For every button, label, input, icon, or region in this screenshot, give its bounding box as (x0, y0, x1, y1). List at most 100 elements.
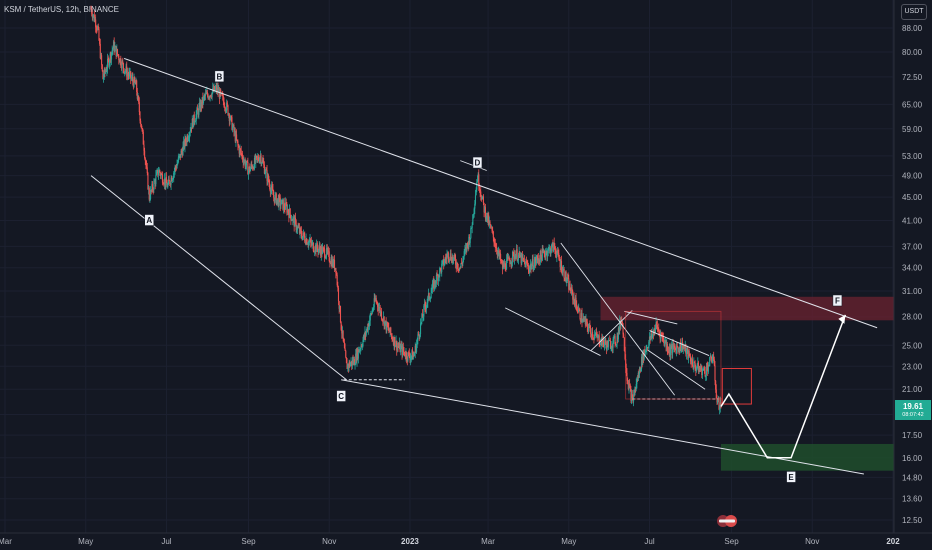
candle-body[interactable] (318, 246, 320, 250)
candle-body[interactable] (382, 316, 385, 321)
candle-body[interactable] (705, 375, 707, 377)
candle-body[interactable] (464, 247, 467, 250)
candle-body[interactable] (116, 49, 119, 55)
candle-body[interactable] (601, 336, 604, 346)
candle-body[interactable] (193, 114, 195, 128)
candle-body[interactable] (416, 343, 418, 352)
candle-body[interactable] (152, 184, 154, 190)
candle-body[interactable] (486, 212, 488, 222)
candle-body[interactable] (580, 313, 582, 323)
candle-body[interactable] (310, 242, 312, 245)
candle-body[interactable] (222, 96, 224, 102)
candle-body[interactable] (363, 335, 365, 341)
candle-body[interactable] (570, 287, 572, 294)
candle-body[interactable] (412, 350, 414, 360)
candle-body[interactable] (357, 349, 359, 359)
candle-body[interactable] (136, 92, 138, 99)
candle-body[interactable] (252, 167, 254, 169)
candle-body[interactable] (415, 345, 417, 352)
candle-body[interactable] (327, 250, 329, 252)
candle-body[interactable] (596, 332, 598, 336)
projection-path[interactable] (720, 314, 847, 459)
candle-body[interactable] (469, 237, 471, 244)
candle-body[interactable] (581, 313, 583, 323)
candle-body[interactable] (349, 362, 351, 367)
candle-body[interactable] (604, 340, 606, 344)
candle-body[interactable] (245, 164, 247, 167)
candle-body[interactable] (158, 170, 160, 173)
candle-body[interactable] (614, 335, 616, 345)
candle-body[interactable] (94, 19, 96, 22)
candle-body[interactable] (657, 328, 659, 330)
candle-body[interactable] (240, 150, 242, 154)
candle-body[interactable] (402, 346, 404, 355)
candle-body[interactable] (209, 95, 211, 98)
candle-body[interactable] (285, 202, 287, 210)
candle-body[interactable] (369, 314, 371, 321)
candle-body[interactable] (217, 87, 219, 93)
candle-body[interactable] (166, 183, 168, 188)
candle-body[interactable] (516, 249, 518, 261)
candle-body[interactable] (522, 257, 524, 259)
candle-body[interactable] (363, 335, 365, 338)
candle-body[interactable] (314, 245, 316, 252)
candle-body[interactable] (503, 263, 505, 268)
candle-body[interactable] (693, 361, 696, 363)
candle-body[interactable] (484, 207, 486, 219)
candle-body[interactable] (386, 322, 388, 331)
candle-body[interactable] (379, 307, 381, 314)
candle-body[interactable] (572, 296, 574, 300)
candle-body[interactable] (369, 320, 371, 326)
candle-body[interactable] (655, 322, 657, 328)
candle-body[interactable] (236, 139, 238, 142)
candle-body[interactable] (194, 121, 196, 123)
candle-body[interactable] (439, 267, 441, 277)
candle-body[interactable] (204, 95, 206, 97)
candle-body[interactable] (478, 174, 480, 188)
candle-body[interactable] (455, 264, 457, 268)
candle-body[interactable] (330, 259, 332, 264)
candle-body[interactable] (257, 157, 259, 158)
candle-body[interactable] (202, 96, 205, 104)
candle-body[interactable] (433, 281, 435, 290)
candle-body[interactable] (576, 304, 578, 311)
candle-body[interactable] (626, 373, 628, 382)
candle-body[interactable] (177, 162, 179, 165)
candle-body[interactable] (312, 242, 314, 252)
candle-body[interactable] (673, 345, 675, 347)
channel-line[interactable] (505, 307, 601, 356)
candle-body[interactable] (272, 189, 274, 195)
candle-body[interactable] (677, 346, 679, 350)
candle-body[interactable] (210, 95, 212, 97)
candle-body[interactable] (520, 254, 522, 264)
candle-body[interactable] (664, 340, 666, 342)
candle-body[interactable] (101, 64, 103, 71)
candle-body[interactable] (368, 323, 370, 326)
candle-body[interactable] (157, 169, 159, 176)
candle-body[interactable] (335, 267, 337, 273)
candle-body[interactable] (258, 159, 260, 162)
candle-body[interactable] (533, 262, 535, 269)
candle-body[interactable] (553, 242, 555, 247)
candle-body[interactable] (214, 86, 216, 91)
candle-body[interactable] (419, 323, 422, 335)
candle-body[interactable] (249, 166, 251, 172)
candle-body[interactable] (227, 105, 229, 115)
candle-body[interactable] (658, 331, 660, 333)
candle-body[interactable] (399, 342, 401, 352)
candle-body[interactable] (482, 196, 484, 198)
candle-body[interactable] (473, 208, 475, 215)
candle-body[interactable] (605, 340, 607, 345)
candle-body[interactable] (345, 350, 347, 358)
candle-body[interactable] (488, 215, 490, 225)
candle-body[interactable] (95, 19, 97, 28)
candle-body[interactable] (201, 97, 203, 107)
candle-body[interactable] (521, 254, 523, 264)
candle-body[interactable] (240, 148, 242, 151)
candle-body[interactable] (186, 136, 188, 143)
candle-body[interactable] (613, 335, 615, 337)
candle-body[interactable] (468, 236, 471, 244)
candle-body[interactable] (154, 180, 156, 185)
candle-body[interactable] (421, 314, 423, 322)
candle-body[interactable] (315, 245, 317, 252)
